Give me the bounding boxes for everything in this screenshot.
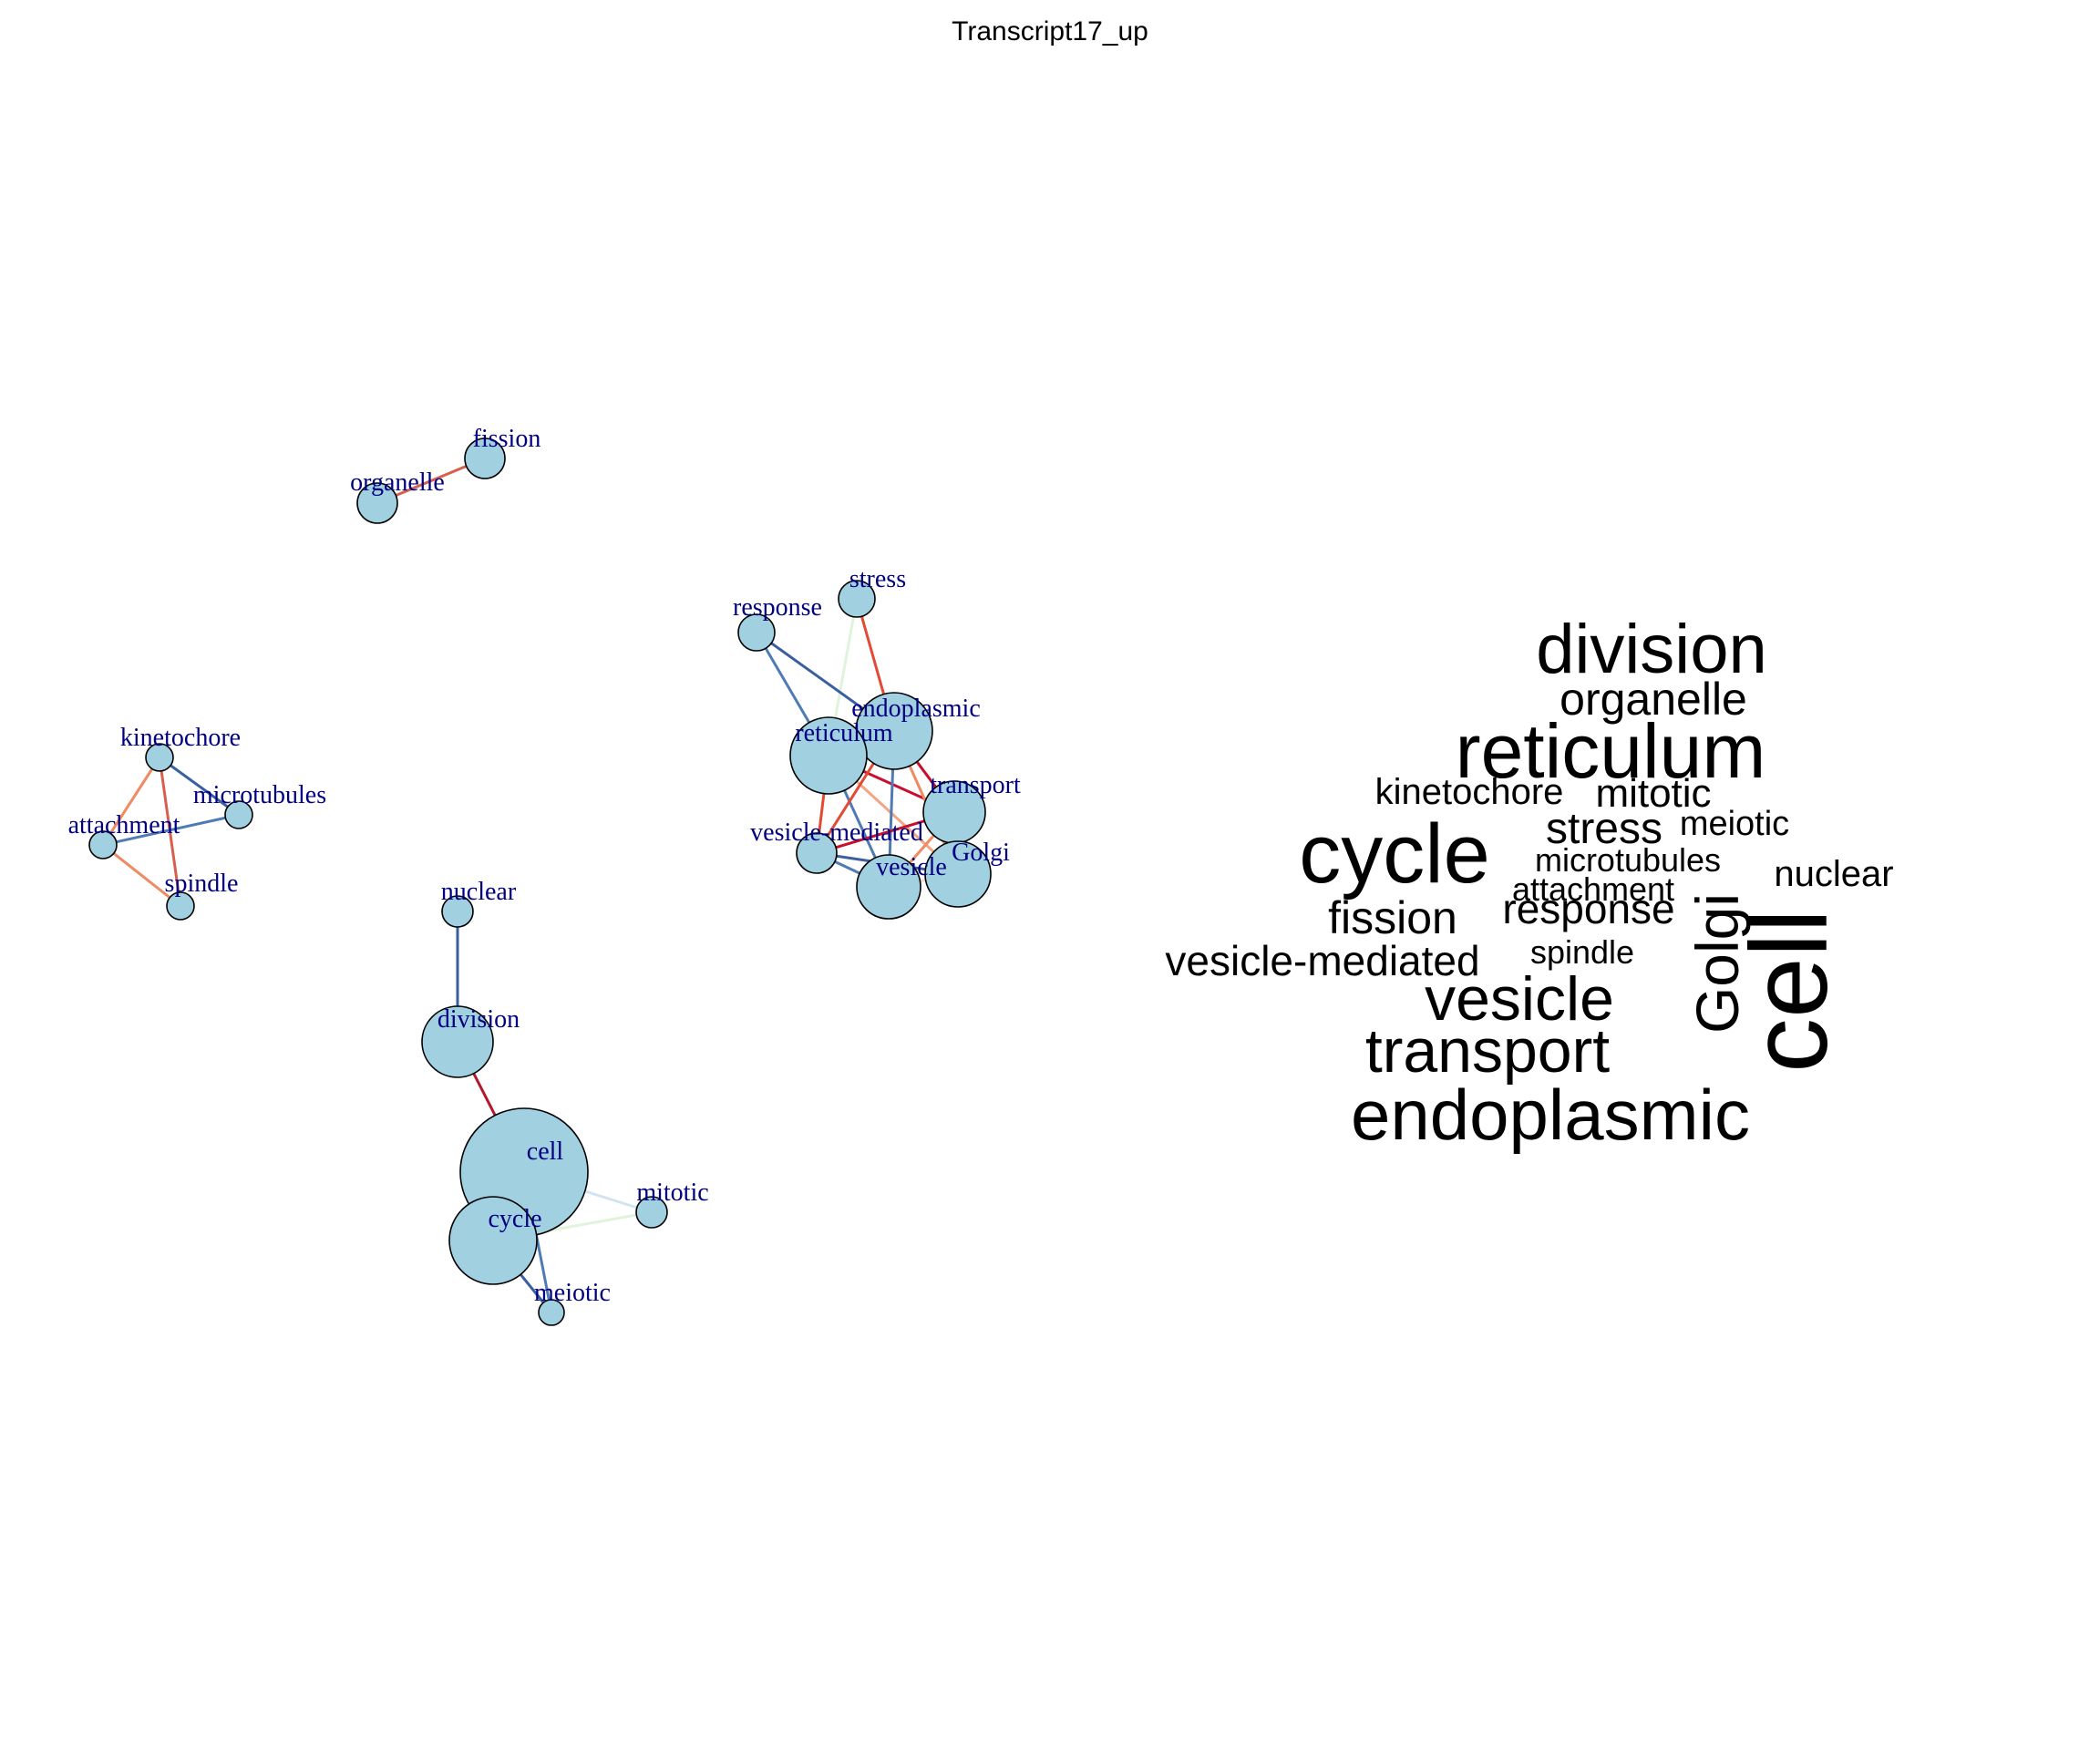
node-mitotic xyxy=(635,1196,668,1229)
node-reticulum xyxy=(789,716,868,795)
cloud-word-organelle: organelle xyxy=(1560,674,1747,725)
node-label-kinetochore: kinetochore xyxy=(120,724,241,752)
cloud-word-attachment: attachment xyxy=(1512,870,1674,908)
node-vesicle xyxy=(856,854,921,920)
cloud-word-cell: cell xyxy=(1728,909,1850,1073)
node-label-nuclear: nuclear xyxy=(441,878,517,906)
cloud-word-meiotic: meiotic xyxy=(1680,805,1789,843)
node-meiotic xyxy=(538,1299,565,1326)
node-attachment xyxy=(88,830,118,860)
cloud-word-nuclear: nuclear xyxy=(1774,854,1893,894)
cloud-word-response: response xyxy=(1502,885,1674,932)
node-label-reticulum: reticulum xyxy=(795,719,893,747)
node-label-microtubules: microtubules xyxy=(193,781,326,809)
node-division xyxy=(421,1005,494,1078)
chart-title: Transcript17_up xyxy=(952,16,1148,46)
node-label-attachment: attachment xyxy=(68,811,180,839)
node-stress xyxy=(838,580,876,618)
edge-kinetochore-attachment xyxy=(101,757,161,846)
cloud-word-mitotic: mitotic xyxy=(1595,771,1711,816)
node-label-cell: cell xyxy=(527,1138,564,1166)
node-label-response: response xyxy=(733,593,822,622)
node-label-transport: transport xyxy=(930,771,1021,799)
node-microtubules xyxy=(224,800,253,829)
node-label-spindle: spindle xyxy=(165,870,239,898)
node-label-cycle: cycle xyxy=(488,1205,541,1233)
cloud-word-kinetochore: kinetochore xyxy=(1375,772,1564,812)
node-kinetochore xyxy=(145,743,174,772)
cloud-word-division: division xyxy=(1536,611,1766,688)
node-vesicle-mediated xyxy=(796,832,838,874)
node-label-organelle: organelle xyxy=(350,468,445,497)
cloud-word-transport: transport xyxy=(1365,1016,1610,1086)
cloud-word-endoplasmic: endoplasmic xyxy=(1351,1075,1750,1155)
edge-attachment-spindle xyxy=(102,843,181,908)
node-nuclear xyxy=(441,895,474,928)
node-label-mitotic: mitotic xyxy=(636,1179,708,1207)
cloud-word-stress: stress xyxy=(1546,805,1662,853)
node-label-division: division xyxy=(438,1005,520,1034)
node-label-vesicle: vesicle xyxy=(876,853,947,881)
cloud-word-vesicle-mediated: vesicle-mediated xyxy=(1165,937,1479,984)
cloud-word-microtubules: microtubules xyxy=(1535,841,1721,879)
node-fission xyxy=(464,438,506,479)
node-Golgi xyxy=(924,840,992,908)
cloud-word-cycle: cycle xyxy=(1299,808,1490,901)
cloud-word-Golgi: Golgi xyxy=(1683,893,1751,1034)
cloud-word-vesicle: vesicle xyxy=(1425,964,1614,1034)
node-label-meiotic: meiotic xyxy=(534,1279,611,1307)
node-label-endoplasmic: endoplasmic xyxy=(851,695,981,723)
cloud-word-reticulum: reticulum xyxy=(1456,708,1766,794)
node-cycle xyxy=(448,1196,538,1285)
node-label-stress: stress xyxy=(849,565,906,593)
cloud-word-spindle: spindle xyxy=(1530,933,1634,971)
network-nodes xyxy=(88,438,992,1326)
node-label-fission: fission xyxy=(473,425,541,453)
node-organelle xyxy=(356,482,398,524)
network-labels: fission organelle stress response endoplasmi… xyxy=(68,425,1021,1307)
edge-kinetochore-spindle xyxy=(158,757,182,907)
node-label-Golgi: Golgi xyxy=(952,839,1010,867)
node-label-vesicle-mediated: vesicle-mediated xyxy=(750,818,923,847)
node-response xyxy=(737,613,776,652)
cloud-word-fission: fission xyxy=(1328,892,1457,943)
edge-kinetochore-microtubules xyxy=(159,756,240,817)
node-spindle xyxy=(166,891,195,921)
edge-attachment-microtubules xyxy=(102,813,240,847)
